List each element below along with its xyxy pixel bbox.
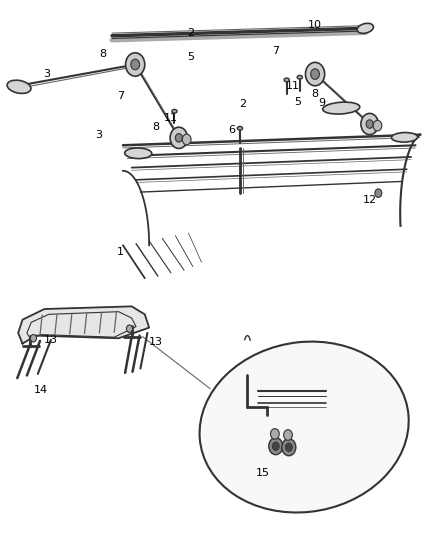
Circle shape [131,59,140,70]
Text: 8: 8 [100,49,107,59]
Ellipse shape [297,75,302,79]
Text: 7: 7 [117,91,124,101]
Text: 10: 10 [308,20,322,30]
Circle shape [127,325,133,333]
Ellipse shape [172,109,177,113]
Circle shape [126,53,145,76]
Text: 11: 11 [286,81,300,91]
Ellipse shape [200,342,409,513]
Text: 11: 11 [164,112,178,123]
Circle shape [284,430,292,440]
Text: 2: 2 [187,28,194,38]
Text: 6: 6 [229,125,236,135]
Ellipse shape [7,80,31,93]
Text: 8: 8 [311,88,318,99]
Text: 5: 5 [187,52,194,61]
Circle shape [269,438,283,455]
Text: 7: 7 [272,46,279,56]
Text: 1: 1 [117,247,124,256]
Text: 5: 5 [294,96,301,107]
Circle shape [311,69,319,79]
Text: 13: 13 [148,337,162,347]
Text: 3: 3 [43,69,50,79]
Circle shape [170,127,187,149]
Text: 3: 3 [95,130,102,140]
Circle shape [366,120,373,128]
Circle shape [375,189,382,197]
Circle shape [175,134,182,142]
Text: 2: 2 [240,99,247,109]
Circle shape [282,439,296,456]
Circle shape [286,443,292,451]
Circle shape [272,442,279,450]
Ellipse shape [323,102,360,114]
Circle shape [182,134,191,145]
Text: 15: 15 [256,468,270,478]
Text: 14: 14 [34,385,48,395]
Text: 8: 8 [152,122,159,132]
Circle shape [30,335,36,342]
Ellipse shape [284,78,289,82]
Text: 9: 9 [318,98,325,108]
Polygon shape [18,306,149,344]
Ellipse shape [125,148,152,159]
Circle shape [271,429,279,439]
Ellipse shape [392,133,418,142]
Text: 13: 13 [44,335,58,345]
Text: 9: 9 [176,127,183,138]
Text: 12: 12 [363,195,377,205]
Circle shape [305,62,325,86]
Ellipse shape [357,23,374,34]
Circle shape [373,120,382,131]
Circle shape [361,114,378,135]
Ellipse shape [237,126,243,130]
